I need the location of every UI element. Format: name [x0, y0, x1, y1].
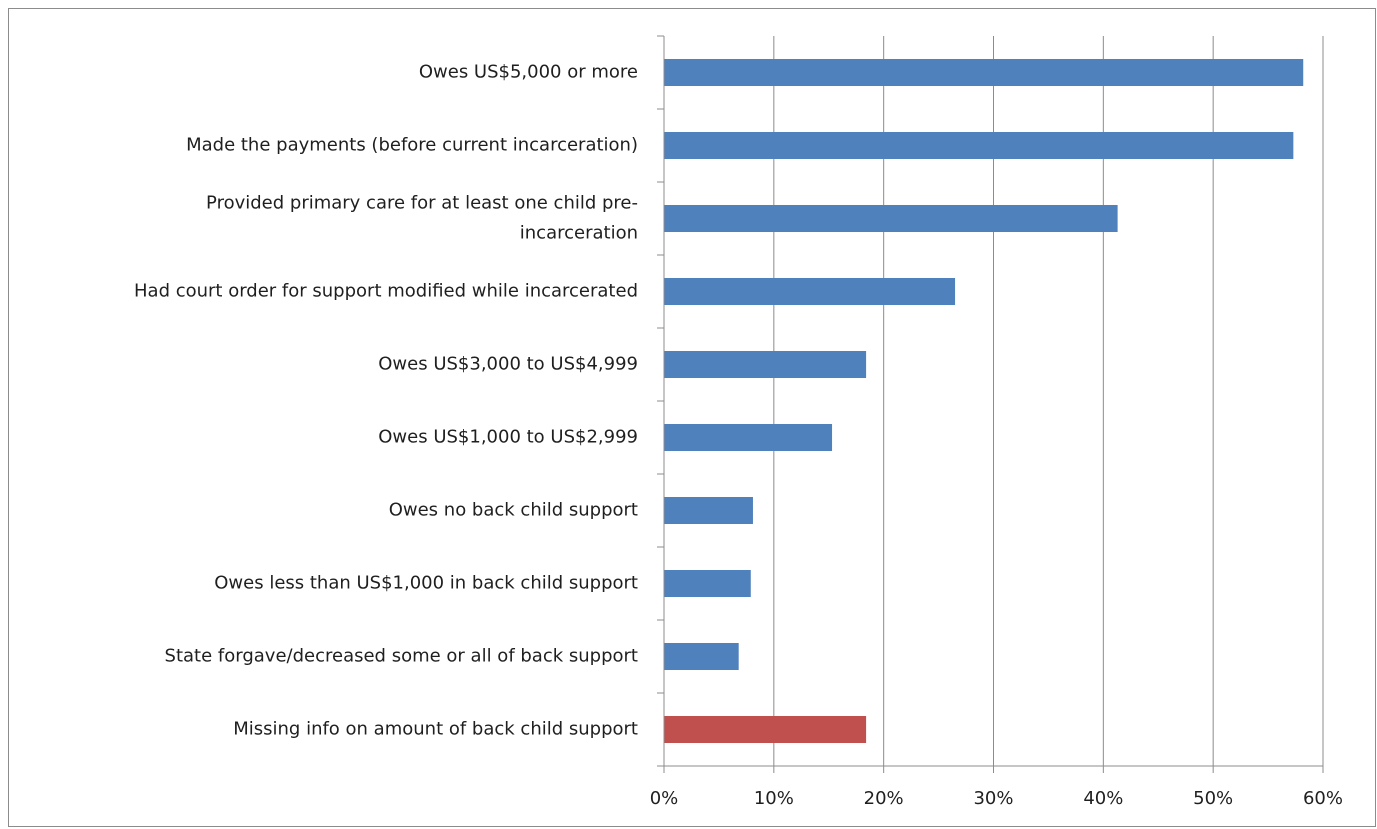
- bar: [664, 642, 739, 671]
- category-label: Owes US$1,000 to US$2,999: [378, 427, 638, 448]
- x-tick-label: 10%: [754, 788, 794, 809]
- category-label-line: Missing info on amount of back child sup…: [233, 719, 638, 740]
- x-tick-label: 50%: [1193, 788, 1233, 809]
- category-labels: Owes US$5,000 or more Made the payments (…: [134, 62, 638, 740]
- bar: [664, 715, 867, 744]
- category-label-line: Owes US$1,000 to US$2,999: [378, 427, 638, 448]
- category-label: Made the payments (before current incarc…: [186, 135, 638, 156]
- category-label: State forgave/decreased some or all of b…: [165, 646, 638, 667]
- category-label-line: Owes less than US$1,000 in back child su…: [214, 573, 638, 594]
- category-label-line: Had court order for support modified whi…: [134, 281, 638, 302]
- category-label: Owes US$3,000 to US$4,999: [378, 354, 638, 375]
- bar: [664, 569, 751, 598]
- x-tick-label: 40%: [1083, 788, 1123, 809]
- x-tick-label: 30%: [973, 788, 1013, 809]
- bar: [664, 423, 833, 452]
- bar: [664, 58, 1304, 87]
- category-label-line: incarceration: [520, 223, 638, 244]
- category-label: Provided primary care for at least one c…: [206, 193, 638, 244]
- category-label: Owes US$5,000 or more: [419, 62, 638, 83]
- bar: [664, 131, 1294, 160]
- bars: [664, 58, 1304, 744]
- category-label-line: State forgave/decreased some or all of b…: [165, 646, 638, 667]
- x-tick-label: 0%: [650, 788, 679, 809]
- category-label: Owes no back child support: [389, 500, 638, 521]
- bar: [664, 350, 867, 379]
- category-label: Owes less than US$1,000 in back child su…: [214, 573, 638, 594]
- category-label-line: Owes US$5,000 or more: [419, 62, 638, 83]
- bar: [664, 204, 1118, 233]
- x-tick-labels: 0% 10% 20% 30% 40% 50% 60%: [650, 788, 1343, 809]
- x-tick-label: 20%: [864, 788, 904, 809]
- category-label-line: Owes no back child support: [389, 500, 638, 521]
- bar: [664, 277, 956, 306]
- bar: [664, 496, 753, 525]
- category-label-line: Made the payments (before current incarc…: [186, 135, 638, 156]
- x-tick-label: 60%: [1303, 788, 1343, 809]
- category-label-line: Provided primary care for at least one c…: [206, 193, 638, 214]
- category-label-line: Owes US$3,000 to US$4,999: [378, 354, 638, 375]
- category-label: Had court order for support modified whi…: [134, 281, 638, 302]
- category-label: Missing info on amount of back child sup…: [233, 719, 638, 740]
- axes: [657, 35, 1324, 773]
